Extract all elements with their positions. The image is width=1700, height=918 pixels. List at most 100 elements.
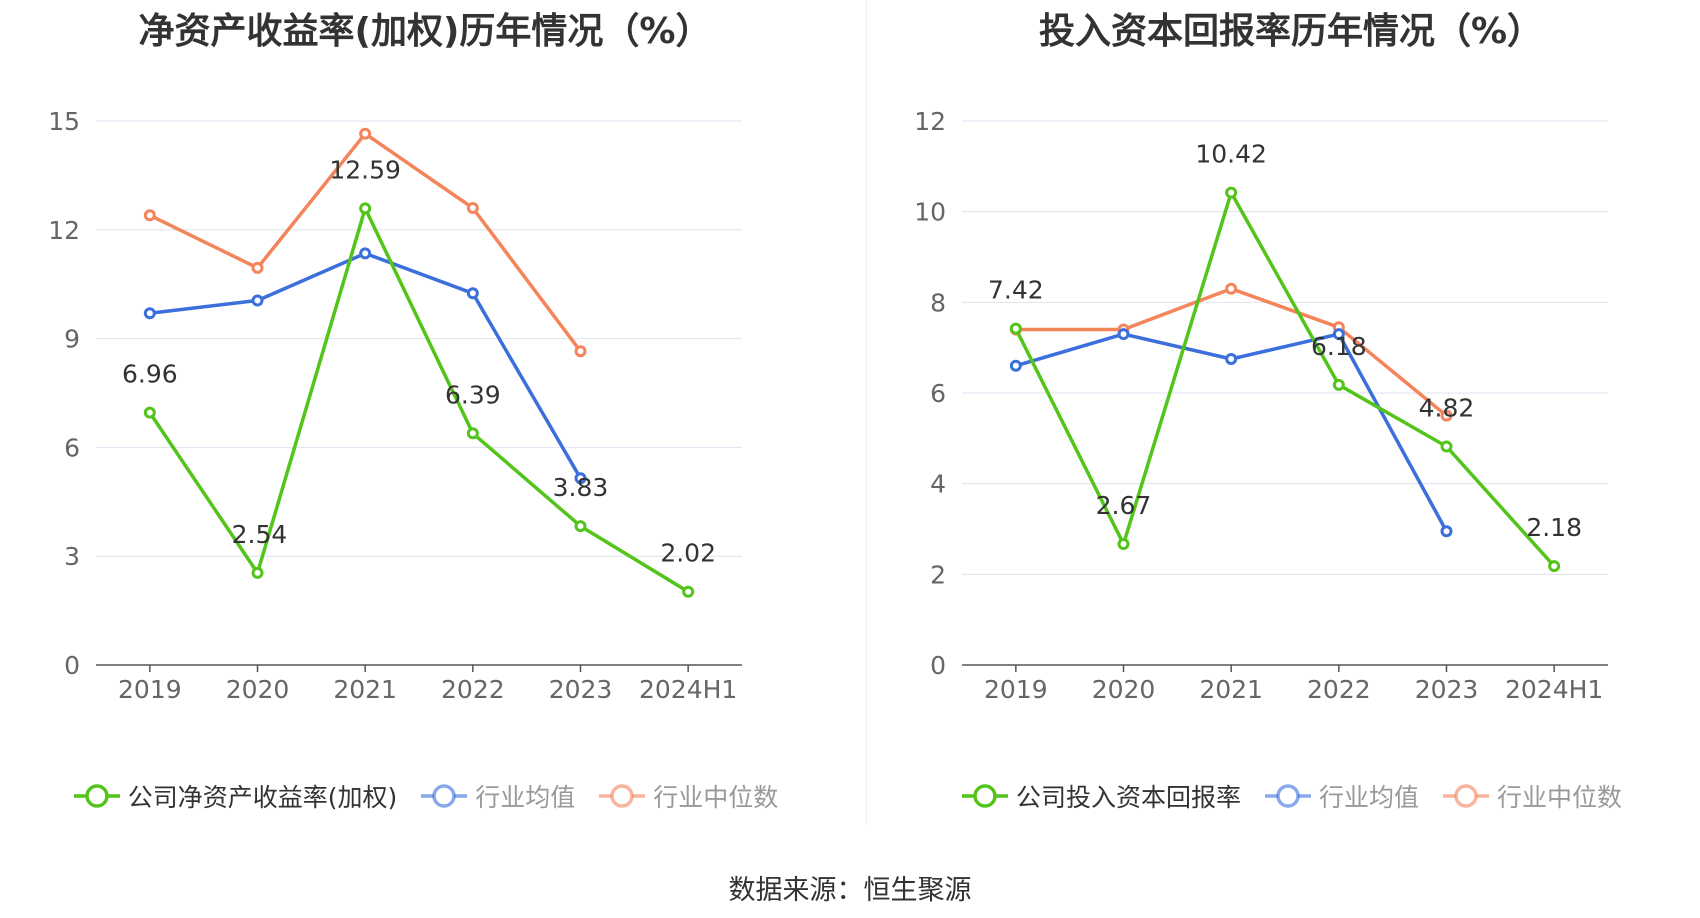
y-tick-label: 12 xyxy=(48,216,80,245)
data-point xyxy=(1332,378,1345,391)
y-tick-label: 0 xyxy=(64,651,80,680)
x-tick-label: 2020 xyxy=(226,675,290,704)
x-tick-label: 2024H1 xyxy=(639,675,737,704)
legend-line-circle-icon xyxy=(961,784,1008,808)
data-label: 2.54 xyxy=(232,520,288,549)
data-label: 6.18 xyxy=(1311,332,1367,361)
series-line xyxy=(149,251,583,480)
legend-item[interactable]: 公司净资产收益率(加权) xyxy=(72,778,398,814)
legend-circle xyxy=(84,784,109,808)
y-tick-label: 0 xyxy=(930,651,946,680)
y-tick-label: 4 xyxy=(930,470,946,499)
legend-line-circle-icon xyxy=(1443,784,1489,808)
roic-chart-plot: 0 2 4 6 8 10 12 2019 2020 2021 2022 2023 2024H1 7.42 2… xyxy=(914,107,1608,704)
chart-title: 投入资本回报率历年情况（%） xyxy=(1038,11,1544,52)
roe-chart-panel: 净资产收益率(加权)历年情况（%） 0 3 6 9 12 15 2019 2020 2021 20… xyxy=(0,0,850,830)
y-tick-label: 6 xyxy=(64,433,80,462)
data-label: 7.42 xyxy=(988,276,1044,305)
legend-line-circle-icon xyxy=(421,784,468,808)
data-point xyxy=(1332,328,1345,341)
legend-label: 行业均值 xyxy=(1318,783,1419,812)
data-point xyxy=(143,209,156,222)
y-tick-label: 6 xyxy=(930,379,946,408)
roe-chart-plot: 0 3 6 9 12 15 2019 2020 2021 2022 2023 2024H1 6.96 2.… xyxy=(48,107,742,704)
legend-item[interactable]: 公司投入资本回报率 xyxy=(960,778,1241,814)
panel-divider xyxy=(866,0,867,826)
legend-circle xyxy=(432,784,456,808)
data-label: 4.82 xyxy=(1419,393,1475,422)
data-label: 2.02 xyxy=(660,539,716,568)
data-source-footer: 数据来源：恒生聚源 xyxy=(728,875,972,906)
y-tick-label: 3 xyxy=(64,542,80,571)
x-tick-label: 2023 xyxy=(549,675,613,704)
data-label: 10.42 xyxy=(1195,140,1267,169)
data-point xyxy=(251,261,264,274)
legend-item[interactable]: 行业均值 xyxy=(419,778,575,814)
legend-label: 公司投入资本回报率 xyxy=(1015,783,1241,812)
data-point xyxy=(359,247,372,260)
data-point xyxy=(682,585,695,598)
legend-label: 公司净资产收益率(加权) xyxy=(127,783,398,812)
data-point xyxy=(574,345,587,358)
series-line xyxy=(1015,286,1448,418)
legend-line-circle-icon xyxy=(73,784,120,808)
series-line xyxy=(1014,190,1556,568)
x-tick-label: 2023 xyxy=(1415,675,1479,704)
data-point xyxy=(1548,560,1561,573)
series-line xyxy=(148,206,690,594)
roic-chart-panel: 投入资本回报率历年情况（%） 0 2 4 6 8 10 12 2019 2020 2021 2022… xyxy=(866,0,1700,830)
y-tick-label: 10 xyxy=(914,198,946,227)
y-tick-label: 2 xyxy=(930,560,946,589)
legend-label: 行业均值 xyxy=(475,783,576,812)
legend-label: 行业中位数 xyxy=(653,783,779,812)
chart-title: 净资产收益率(加权)历年情况（%） xyxy=(138,11,712,52)
roic-chart-legend: 公司投入资本回报率 行业均值 行业中位数 xyxy=(866,774,1700,818)
data-point xyxy=(574,520,587,533)
legend-item[interactable]: 行业中位数 xyxy=(1441,778,1622,814)
legend-circle xyxy=(1454,784,1478,808)
data-point xyxy=(251,294,264,307)
data-point xyxy=(143,307,156,320)
data-point xyxy=(466,202,479,215)
x-tick-label: 2021 xyxy=(333,675,397,704)
legend-circle xyxy=(1276,784,1300,808)
legend-item[interactable]: 行业中位数 xyxy=(597,778,778,814)
data-point xyxy=(574,472,587,485)
legend-line-circle-icon xyxy=(599,784,646,808)
data-point xyxy=(466,287,479,300)
legend-circle xyxy=(973,784,997,808)
data-label: 2.18 xyxy=(1526,513,1582,542)
y-tick-label: 15 xyxy=(48,107,80,136)
data-point xyxy=(466,427,479,440)
data-point xyxy=(1440,440,1453,453)
data-label: 6.96 xyxy=(122,360,178,389)
data-point xyxy=(1225,186,1238,199)
x-tick-label: 2021 xyxy=(1199,675,1263,704)
y-tick-label: 9 xyxy=(64,325,80,354)
x-tick-label: 2019 xyxy=(984,675,1048,704)
data-label: 3.83 xyxy=(553,473,609,502)
data-point xyxy=(1440,525,1453,538)
data-point xyxy=(251,566,264,579)
data-point xyxy=(1117,328,1130,341)
legend-circle xyxy=(610,784,634,808)
data-point xyxy=(1225,282,1238,295)
data-point xyxy=(1009,359,1022,372)
data-point xyxy=(1225,353,1238,365)
legend-label: 行业中位数 xyxy=(1497,783,1623,812)
data-point xyxy=(143,406,156,419)
data-point xyxy=(1440,409,1453,422)
data-label: 6.39 xyxy=(445,380,501,409)
x-tick-label: 2019 xyxy=(118,675,182,704)
data-label: 2.67 xyxy=(1096,491,1152,520)
data-point xyxy=(1117,537,1130,550)
data-point xyxy=(359,127,372,140)
data-label: 12.59 xyxy=(329,155,401,184)
y-tick-label: 12 xyxy=(914,107,946,136)
x-tick-label: 2024H1 xyxy=(1505,675,1603,704)
data-point xyxy=(1009,322,1022,335)
legend-item[interactable]: 行业均值 xyxy=(1263,778,1419,814)
roe-chart-legend: 公司净资产收益率(加权) 行业均值 行业中位数 xyxy=(0,774,850,818)
x-tick-label: 2020 xyxy=(1092,675,1156,704)
data-point xyxy=(359,202,372,215)
